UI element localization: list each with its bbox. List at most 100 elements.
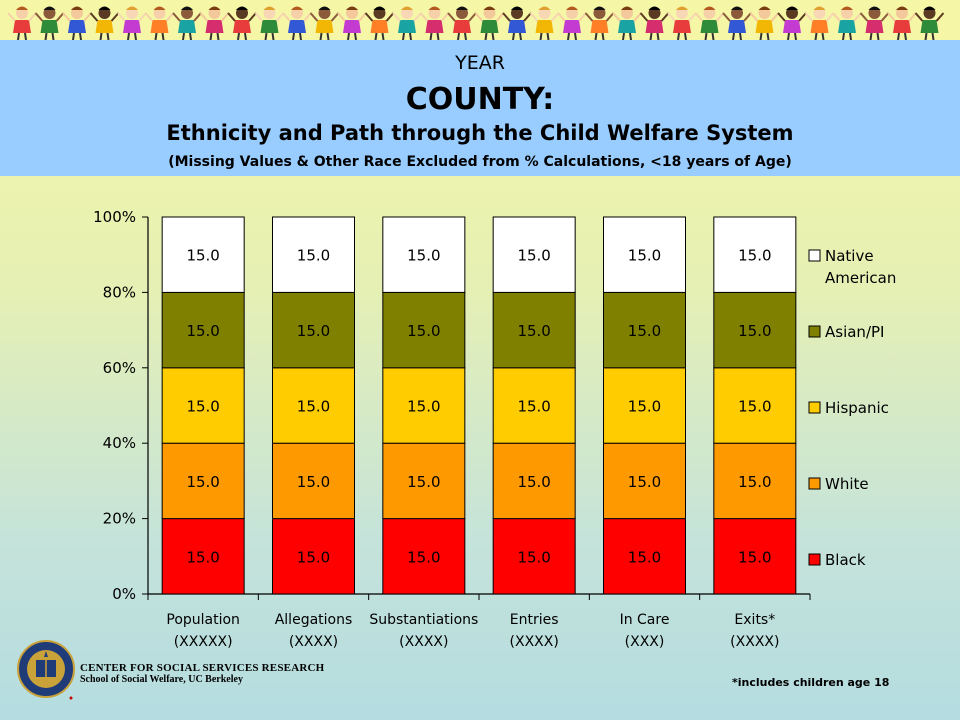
data-label: 15.0 [186, 473, 219, 491]
data-label: 15.0 [517, 473, 550, 491]
bar-segment-asian-pi [161, 291, 245, 369]
data-label: 15.0 [186, 322, 219, 340]
bar-segment-white [382, 442, 466, 520]
bar-segment-asian-pi [382, 291, 466, 369]
x-category-label: Substantiations [369, 612, 478, 628]
kids-banner-image [0, 0, 960, 42]
footnote: *includes children age 18 [732, 676, 890, 689]
kid-figure [309, 6, 340, 41]
bar-segment-white [713, 442, 797, 520]
bar-segment-hispanic [161, 367, 245, 444]
data-label: 15.0 [738, 548, 771, 566]
kid-figure [584, 6, 615, 41]
bar-segment-native-american [382, 216, 466, 293]
legend-swatch [808, 477, 821, 490]
county-label: COUNTY: [405, 82, 555, 117]
kid-figure [474, 6, 505, 41]
kid-figure [722, 6, 752, 41]
x-category-label: Population [166, 612, 240, 628]
kid-figure [199, 6, 230, 41]
kid-figure [749, 6, 780, 41]
bar-segment-black [161, 518, 245, 595]
x-category-label: Allegations [275, 612, 353, 628]
chart-subtitle: (Missing Values & Other Race Excluded fr… [168, 154, 792, 170]
kid-figure [694, 6, 725, 41]
uc-seal-logo [16, 639, 76, 705]
data-label: 15.0 [297, 398, 330, 416]
y-tick-label: 60% [103, 359, 136, 377]
bar-segment-hispanic [272, 367, 355, 444]
data-label: 15.0 [186, 398, 219, 416]
bar-segment-white [603, 442, 686, 520]
legend-swatch [808, 325, 821, 338]
bar-segment-asian-pi [603, 291, 686, 369]
header-band [0, 40, 960, 176]
data-label: 15.0 [628, 247, 661, 265]
kid-figure [62, 6, 92, 41]
bar-segment-hispanic [382, 367, 466, 444]
data-label: 15.0 [407, 322, 440, 340]
kid-figure [612, 6, 642, 41]
data-label: 15.0 [517, 322, 550, 340]
x-category-count: (XXXX) [289, 634, 338, 650]
legend-label: White [825, 475, 869, 493]
kid-figure [529, 6, 560, 41]
x-category-label: Exits* [734, 612, 775, 628]
kid-figure [7, 6, 37, 41]
data-label: 15.0 [407, 247, 440, 265]
kid-figure [144, 6, 175, 41]
kid-figure [639, 6, 670, 41]
data-label: 15.0 [628, 322, 661, 340]
legend-label: Native [825, 247, 874, 265]
org-name: CENTER FOR SOCIAL SERVICES RESEARCH [80, 662, 325, 674]
x-category-count: (XXXXX) [174, 634, 233, 650]
legend-swatch [808, 553, 821, 566]
kid-figure [392, 6, 422, 41]
legend-swatch [808, 401, 821, 414]
data-label: 15.0 [297, 548, 330, 566]
data-label: 15.0 [628, 398, 661, 416]
x-category-count: (XXXX) [510, 634, 559, 650]
x-category-count: (XXX) [625, 634, 665, 650]
kid-figure [914, 6, 945, 41]
bar-segment-native-american [492, 216, 576, 293]
kid-figure [804, 6, 835, 41]
y-tick-label: 100% [93, 208, 136, 226]
bar-segment-asian-pi [492, 291, 576, 369]
data-label: 15.0 [407, 473, 440, 491]
kid-figure [447, 6, 477, 41]
bar-segment-native-american [603, 216, 686, 293]
org-school: School of Social Welfare, UC Berkeley [80, 674, 243, 685]
kid-figure [667, 6, 697, 41]
bar-segment-black [713, 518, 797, 595]
kid-figure [557, 6, 587, 41]
kid-figure [254, 6, 285, 41]
data-label: 15.0 [738, 398, 771, 416]
data-label: 15.0 [186, 247, 219, 265]
data-label: 15.0 [186, 548, 219, 566]
data-label: 15.0 [738, 247, 771, 265]
x-category-label: Entries [510, 612, 559, 628]
kid-figure [887, 6, 917, 41]
data-label: 15.0 [407, 398, 440, 416]
legend-swatch [808, 249, 821, 262]
kid-figure [227, 6, 257, 41]
data-label: 15.0 [628, 548, 661, 566]
bar-segment-hispanic [603, 367, 686, 444]
kid-figure [337, 6, 367, 41]
bar-segment-white [161, 442, 245, 520]
bar-segment-asian-pi [272, 291, 355, 369]
kid-figure [859, 6, 890, 41]
bar-segment-black [603, 518, 686, 595]
org-block: CENTER FOR SOCIAL SERVICES RESEARCH Scho… [80, 662, 324, 685]
kid-figure [282, 6, 312, 41]
kid-figure [502, 6, 532, 41]
y-tick-label: 20% [103, 510, 136, 528]
bar-segment-black [492, 518, 576, 595]
data-label: 15.0 [517, 398, 550, 416]
legend-label: Hispanic [825, 399, 889, 417]
bar-segment-native-american [161, 216, 245, 293]
kid-figure [117, 6, 147, 41]
kid-figure [364, 6, 395, 41]
kid-figure [89, 6, 120, 41]
